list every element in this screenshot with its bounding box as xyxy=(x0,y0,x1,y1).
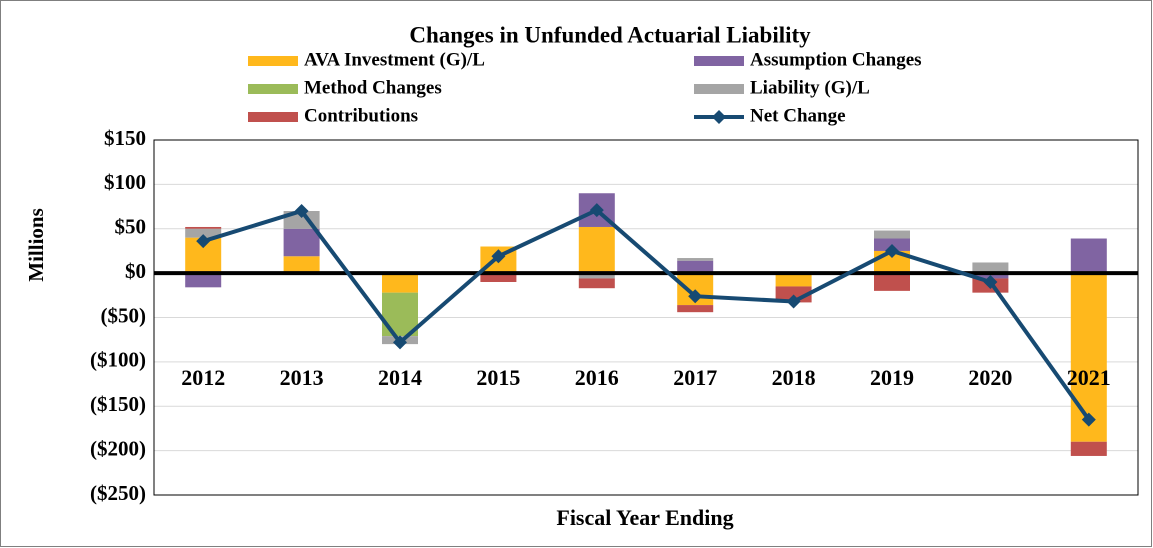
net-marker xyxy=(983,275,998,289)
bar-segment xyxy=(185,228,222,238)
y-tick-label: $100 xyxy=(104,170,146,194)
bar-segment xyxy=(775,273,812,287)
y-tick-label: $0 xyxy=(125,259,146,283)
net-marker xyxy=(393,335,407,350)
net-marker xyxy=(491,249,506,264)
y-tick-label: ($100) xyxy=(90,348,146,372)
legend-swatch xyxy=(694,84,744,94)
bar-segment xyxy=(185,273,222,288)
bar-segment xyxy=(283,228,320,257)
y-tick-label: $150 xyxy=(104,126,146,150)
net-marker xyxy=(196,234,211,249)
net-marker xyxy=(294,204,309,218)
bar-segment xyxy=(1070,441,1107,456)
x-tick-label: 2018 xyxy=(772,365,816,390)
x-tick-label: 2015 xyxy=(476,365,520,390)
net-marker xyxy=(688,289,703,304)
y-tick-label: ($50) xyxy=(101,303,147,327)
x-tick-label: 2019 xyxy=(870,365,914,390)
bar-segment xyxy=(1070,238,1107,274)
legend-label: Assumption Changes xyxy=(750,49,922,70)
legend-swatch xyxy=(248,56,298,66)
x-axis-label: Fiscal Year Ending xyxy=(556,505,733,530)
bar-segment xyxy=(480,273,517,282)
legend-swatch xyxy=(248,84,298,94)
bar-segment xyxy=(578,226,615,274)
net-line xyxy=(202,207,1091,421)
net-marker xyxy=(1081,412,1096,427)
legend-swatch xyxy=(248,112,298,122)
x-tick-label: 2016 xyxy=(575,365,619,390)
bar-segment xyxy=(874,230,910,239)
y-tick-label: ($150) xyxy=(90,392,146,416)
legend-label: Method Changes xyxy=(304,77,442,98)
y-tick-label: $50 xyxy=(115,215,147,239)
legend-label: Liability (G)/L xyxy=(750,77,870,98)
net-marker xyxy=(589,203,604,218)
x-tick-label: 2014 xyxy=(378,365,422,390)
legend-swatch xyxy=(694,56,744,66)
bar-segment xyxy=(185,226,222,229)
chart-title: Changes in Unfunded Actuarial Liability xyxy=(409,22,811,47)
net-marker xyxy=(885,243,899,258)
bar-segment xyxy=(677,260,714,274)
x-tick-label: 2012 xyxy=(181,365,225,390)
legend-label: Net Change xyxy=(750,105,846,126)
legend-swatch xyxy=(712,110,726,124)
legend-label: Contributions xyxy=(304,105,418,126)
plot-border xyxy=(153,139,1139,496)
y-tick-label: ($200) xyxy=(90,436,146,460)
bar-segment xyxy=(578,278,615,289)
y-tick-label: ($250) xyxy=(90,481,146,505)
bar-segment xyxy=(972,262,1009,274)
y-axis-label: Millions xyxy=(24,208,48,282)
bar-segment xyxy=(677,258,714,261)
bar-segment xyxy=(283,256,320,274)
bar-segment xyxy=(874,273,910,291)
x-tick-label: 2021 xyxy=(1067,365,1111,390)
net-marker xyxy=(786,294,801,309)
x-tick-label: 2013 xyxy=(280,365,324,390)
bar-segment xyxy=(382,273,418,293)
x-tick-label: 2020 xyxy=(968,365,1012,390)
bar-segment xyxy=(677,305,714,313)
x-tick-label: 2017 xyxy=(673,365,717,390)
bar-segment xyxy=(578,273,615,279)
legend-label: AVA Investment (G)/L xyxy=(304,49,485,70)
